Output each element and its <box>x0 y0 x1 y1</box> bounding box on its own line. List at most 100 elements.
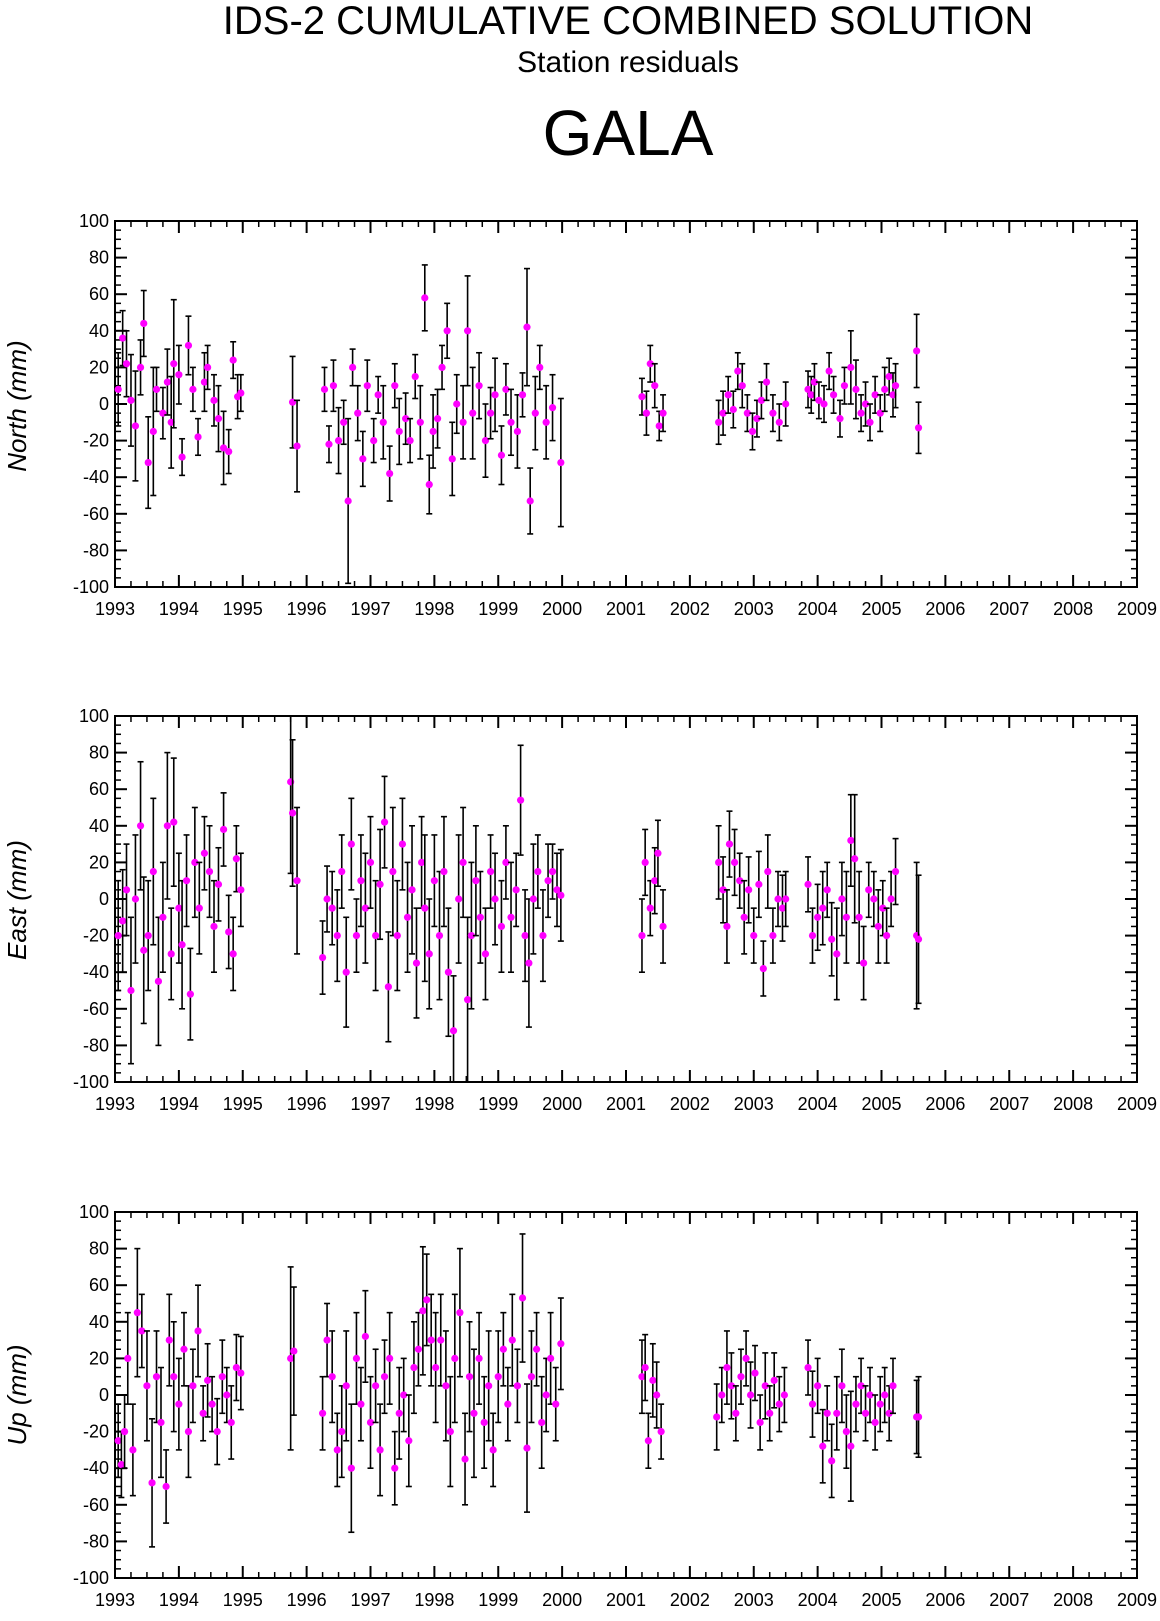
data-point <box>470 1409 478 1417</box>
data-point <box>523 1444 531 1452</box>
data-point <box>499 1345 507 1353</box>
y-tick-label: -60 <box>83 504 109 524</box>
data-point <box>131 422 140 430</box>
x-tick-label: 1994 <box>159 1590 199 1610</box>
data-point <box>165 1336 173 1344</box>
data-point <box>421 904 429 912</box>
data-point <box>769 409 777 417</box>
data-point <box>149 867 157 876</box>
data-point <box>713 1413 721 1421</box>
x-tick-label: 2002 <box>670 599 710 619</box>
data-point <box>200 849 209 857</box>
data-point <box>851 855 859 863</box>
data-point <box>742 1354 750 1362</box>
north-panel: North (mm) 100806040200-20-40-60-80-1001… <box>2 211 1157 619</box>
data-point <box>379 418 387 426</box>
x-tick-label: 2009 <box>1117 1590 1157 1610</box>
data-point <box>214 880 223 888</box>
data-point <box>759 964 767 973</box>
data-point <box>129 1446 137 1454</box>
data-point <box>638 393 646 401</box>
data-point <box>829 391 838 399</box>
data-point <box>659 409 667 417</box>
data-point <box>189 1382 197 1390</box>
data-point <box>887 895 895 903</box>
data-point <box>213 1428 221 1436</box>
data-point <box>819 1442 827 1450</box>
data-point <box>229 950 237 958</box>
data-point <box>719 886 727 894</box>
x-tick-label: 1998 <box>414 1094 454 1114</box>
data-point <box>157 1418 165 1427</box>
data-point <box>425 480 433 489</box>
data-point <box>532 1345 541 1353</box>
data-point <box>480 1418 488 1427</box>
data-point <box>287 1354 295 1362</box>
data-point <box>497 451 506 459</box>
data-point <box>644 1437 652 1445</box>
data-point <box>338 1428 346 1436</box>
data-point <box>451 1354 459 1362</box>
data-point <box>715 858 723 867</box>
data-point <box>395 427 403 436</box>
data-point <box>653 1391 661 1399</box>
data-point <box>293 877 301 885</box>
data-point <box>122 360 131 368</box>
x-tick-label: 1993 <box>95 1590 135 1610</box>
data-point <box>804 880 812 888</box>
data-point <box>557 458 565 467</box>
data-point <box>453 400 461 408</box>
data-point <box>199 1409 207 1417</box>
data-point <box>866 1391 874 1399</box>
data-point <box>205 867 214 876</box>
data-point <box>456 1309 464 1317</box>
data-point <box>525 959 533 967</box>
data-point <box>757 396 766 404</box>
data-point <box>214 415 223 423</box>
data-point <box>750 932 758 940</box>
data-point <box>655 422 663 430</box>
data-point <box>507 913 515 921</box>
data-point <box>838 1382 846 1390</box>
x-tick-label: 2005 <box>861 599 901 619</box>
data-point <box>329 382 338 390</box>
y-tick-label: 20 <box>89 357 109 377</box>
x-tick-label: 2000 <box>542 599 582 619</box>
data-point <box>318 1409 327 1417</box>
y-tick-label: 40 <box>89 816 109 836</box>
data-point <box>410 1363 418 1372</box>
data-point <box>538 1418 546 1427</box>
data-point <box>124 1354 132 1362</box>
x-tick-label: 2006 <box>925 599 965 619</box>
data-point <box>163 822 171 830</box>
data-point <box>374 391 382 399</box>
y-tick-label: 100 <box>79 1202 109 1222</box>
data-point <box>914 424 923 432</box>
data-point <box>727 1382 735 1390</box>
y-tick-label: 100 <box>79 706 109 726</box>
data-point <box>513 427 522 436</box>
data-point <box>210 922 218 931</box>
data-point <box>736 877 744 885</box>
data-point <box>366 858 375 867</box>
data-point <box>459 418 467 426</box>
data-point <box>761 1382 769 1390</box>
x-tick-label: 1995 <box>223 599 263 619</box>
data-point <box>469 409 477 417</box>
data-point <box>486 409 495 417</box>
y-tick-label: 100 <box>79 211 109 231</box>
data-point <box>148 1479 156 1487</box>
data-point <box>184 1428 193 1436</box>
data-point <box>755 880 763 888</box>
data-point <box>149 427 157 436</box>
data-point <box>122 886 131 894</box>
data-point <box>497 922 506 931</box>
data-point <box>725 840 734 848</box>
y-tick-label: 60 <box>89 779 109 799</box>
data-point <box>517 796 525 804</box>
y-tick-label: -40 <box>83 962 109 982</box>
data-point <box>140 946 148 954</box>
data-point <box>547 1354 555 1362</box>
x-tick-label: 2003 <box>734 599 774 619</box>
data-point <box>536 363 544 371</box>
